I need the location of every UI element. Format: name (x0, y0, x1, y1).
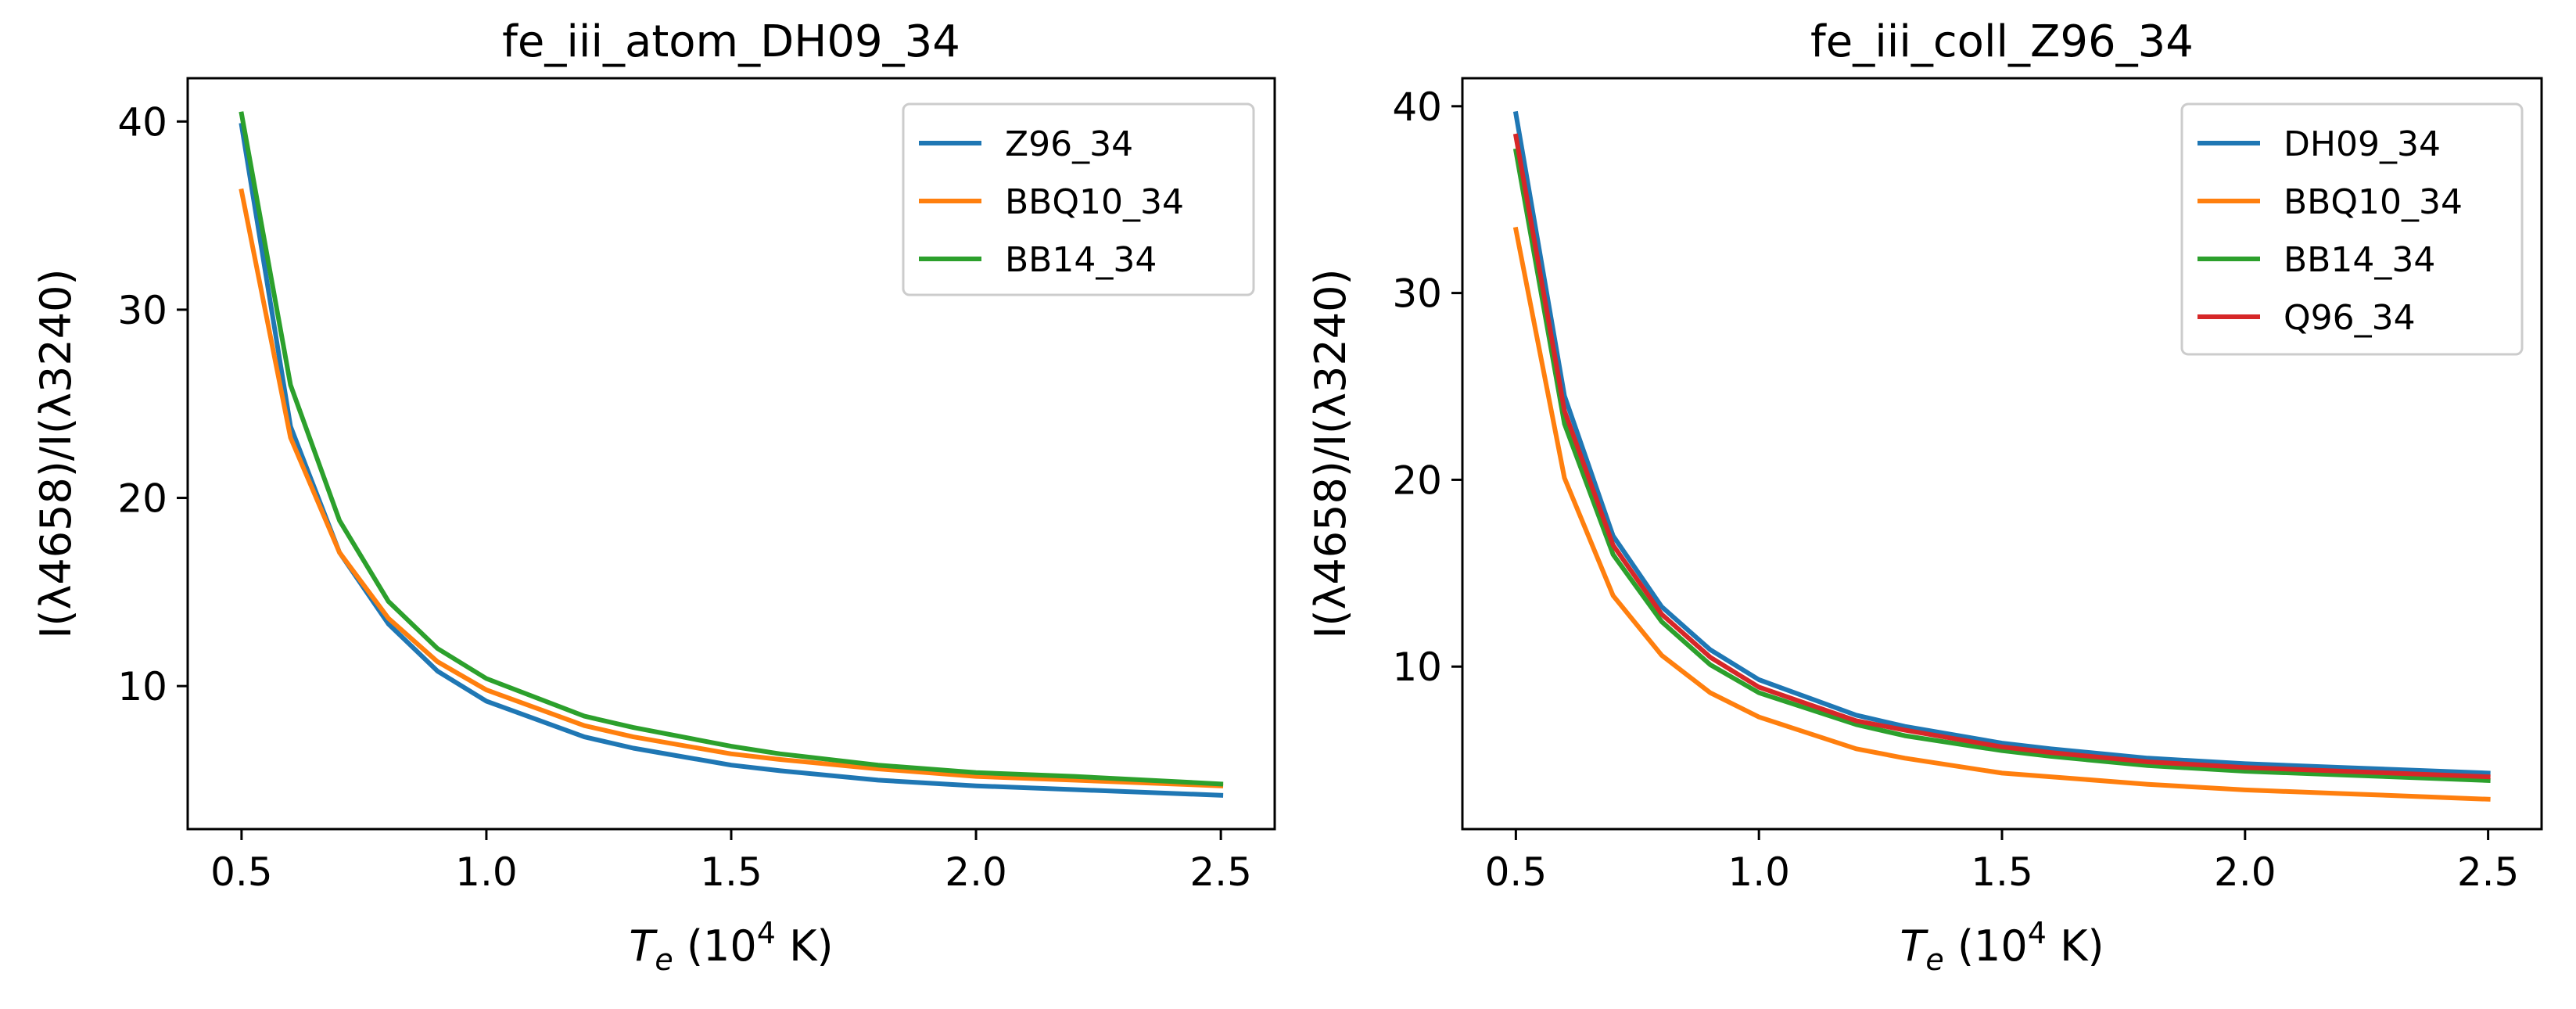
chart-title: fe_iii_coll_Z96_34 (1810, 16, 2194, 67)
y-tick-label: 40 (1392, 84, 1442, 130)
series-line (239, 111, 1224, 787)
chart-title: fe_iii_atom_DH09_34 (502, 16, 960, 67)
x-axis-label: Te (104 K) (629, 916, 833, 977)
chart-panel-1: fe_iii_atom_DH09_34 0.5 1.0 1.5 2.0 2.5 10 20 30… (31, 16, 1276, 977)
legend: DH09_34 BBQ10_34 BB14_34 Q96_34 (2180, 102, 2524, 356)
x-tick-label: 0.5 (210, 849, 273, 895)
series-line (1512, 226, 2491, 802)
legend-label: BBQ10_34 (2284, 182, 2463, 222)
x-tick-label: 1.0 (1727, 849, 1790, 895)
series-line (1512, 148, 2491, 784)
y-tick-label: 30 (117, 288, 167, 333)
series-line (239, 188, 1224, 788)
x-tick-label: 1.5 (1971, 849, 2033, 895)
x-tick-label: 2.0 (945, 849, 1007, 895)
legend-label: Q96_34 (2284, 298, 2416, 338)
legend-label: DH09_34 (2284, 124, 2441, 164)
legend-label: BB14_34 (2284, 240, 2435, 280)
y-axis-label: I(λ4658)/I(λ3240) (31, 268, 81, 638)
plot-frame (1461, 77, 2543, 831)
legend-label: BBQ10_34 (1005, 182, 1184, 222)
legend-box (902, 102, 1255, 296)
series-line (1512, 110, 2491, 776)
chart-panel-2: fe_iii_coll_Z96_34 0.5 1.0 1.5 2.0 2.5 10 20 30 4… (1306, 16, 2543, 977)
x-tick-label: 0.5 (1485, 849, 1548, 895)
legend-label: BB14_34 (1005, 240, 1157, 280)
y-tick-label: 30 (1392, 271, 1442, 317)
y-tick-label: 40 (117, 99, 167, 145)
y-tick-label: 10 (1392, 645, 1442, 690)
x-tick-label: 1.5 (700, 849, 762, 895)
legend-label: Z96_34 (1005, 124, 1133, 164)
legend: Z96_34 BBQ10_34 BB14_34 (902, 102, 1255, 296)
x-tick-label: 2.5 (1189, 849, 1252, 895)
y-tick-label: 20 (1392, 458, 1442, 503)
x-tick-label: 1.0 (455, 849, 518, 895)
legend-box (2180, 102, 2524, 356)
x-tick-label: 2.5 (2457, 849, 2520, 895)
x-axis-label: Te (104 K) (1900, 916, 2104, 977)
x-tick-label: 2.0 (2214, 849, 2276, 895)
y-axis-label: I(λ4658)/I(λ3240) (1306, 268, 1355, 638)
series-line (1512, 133, 2491, 780)
y-tick-label: 20 (117, 476, 167, 522)
y-tick-label: 10 (117, 664, 167, 709)
plot-frame (186, 77, 1276, 831)
